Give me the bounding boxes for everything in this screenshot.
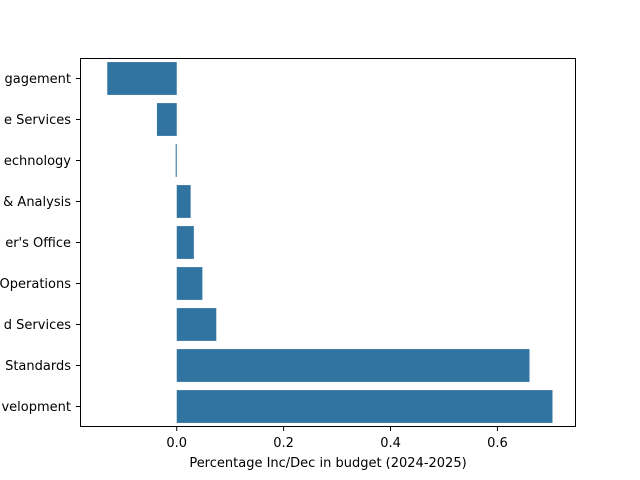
- bar-6: [176, 267, 203, 300]
- y-tick-label: velopment: [1, 400, 71, 415]
- y-tick-label: gagement: [5, 72, 71, 87]
- plot-frame: [80, 58, 576, 427]
- x-tick-label: 0.6: [487, 436, 508, 451]
- x-tick-label: 0.0: [166, 436, 187, 451]
- y-tick-label: er's Office: [5, 236, 71, 251]
- y-tick-label: Standards: [5, 359, 71, 374]
- x-tick-label: 0.2: [273, 436, 294, 451]
- bar-2: [156, 103, 177, 136]
- bar-3: [175, 144, 177, 177]
- bar-9: [176, 390, 553, 423]
- y-tick-label: & Analysis: [3, 195, 71, 210]
- bar-5: [176, 226, 194, 259]
- x-axis-ticks: 0.0 0.2 0.4 0.6: [166, 427, 508, 451]
- y-tick-label: echnology: [4, 154, 71, 169]
- y-axis-ticks: gagement e Services echnology & Analysis er'…: [0, 72, 80, 415]
- bar-8: [176, 349, 530, 382]
- bars-group: [107, 62, 553, 423]
- y-tick-label: d Services: [4, 318, 71, 333]
- y-tick-label: Operations: [0, 277, 71, 292]
- x-axis-label: Percentage Inc/Dec in budget (2024-2025): [189, 456, 466, 471]
- bar-1: [107, 62, 177, 95]
- bar-4: [176, 185, 191, 218]
- bar-7: [176, 308, 217, 341]
- y-tick-label: e Services: [4, 113, 71, 128]
- x-tick-label: 0.4: [380, 436, 401, 451]
